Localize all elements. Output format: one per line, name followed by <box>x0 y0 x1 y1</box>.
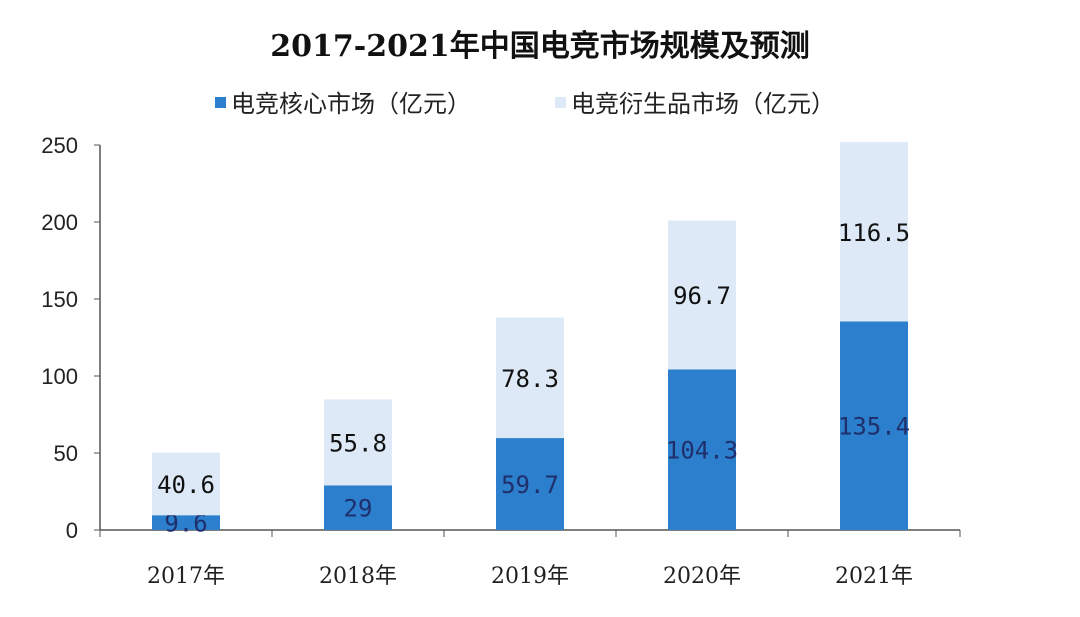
data-label: 40.6 <box>157 471 215 499</box>
data-label: 96.7 <box>673 282 731 310</box>
y-tick-label: 250 <box>41 133 78 158</box>
bar-segment <box>840 142 908 322</box>
data-label: 59.7 <box>501 471 559 499</box>
legend-label: 电竞核心市场（亿元） <box>231 90 471 118</box>
data-label: 135.4 <box>838 413 910 441</box>
y-tick-label: 50 <box>54 441 78 466</box>
axes: 0 50 100 150 200 250 2017年 2018年 2019年 2020年 2021年 <box>41 133 961 589</box>
bar-segment <box>324 399 392 486</box>
legend: 电竞核心市场（亿元） 电竞衍生品市场（亿元） <box>215 90 835 118</box>
data-label: 55.8 <box>329 429 387 457</box>
data-label: 29 <box>344 495 373 523</box>
data-label: 116.5 <box>838 219 910 247</box>
chart-title: 2017-2021年中国电竞市场规模及预测 <box>270 29 809 64</box>
bar-segment <box>668 220 736 370</box>
bar-segment <box>496 317 564 439</box>
x-tick-label: 2020年 <box>663 564 741 589</box>
y-tick-label: 200 <box>41 210 78 235</box>
data-label: 78.3 <box>501 365 559 393</box>
bar-segment <box>668 369 736 530</box>
bar-segment <box>840 321 908 530</box>
bar-segment <box>496 438 564 530</box>
x-tick-label: 2021年 <box>835 564 913 589</box>
bar-segment <box>324 485 392 530</box>
data-label: 104.3 <box>666 437 738 465</box>
bar-segment <box>152 452 220 516</box>
x-tick-label: 2017年 <box>147 564 225 589</box>
legend-swatch <box>555 97 566 108</box>
legend-label: 电竞衍生品市场（亿元） <box>571 90 835 118</box>
x-tick-label: 2018年 <box>319 564 397 589</box>
y-tick-label: 0 <box>66 518 78 543</box>
legend-swatch <box>215 97 226 108</box>
y-tick-label: 150 <box>41 287 78 312</box>
x-tick-label: 2019年 <box>491 564 569 589</box>
bar-segment <box>152 515 220 530</box>
y-tick-label: 100 <box>41 364 78 389</box>
